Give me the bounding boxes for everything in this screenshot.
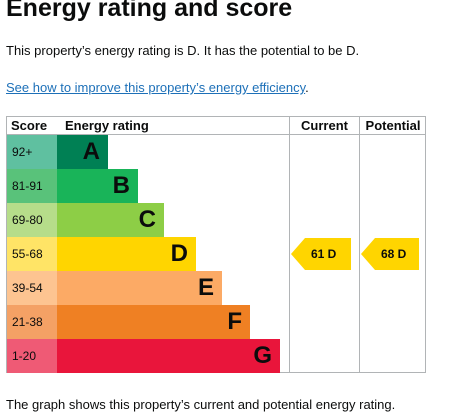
energy-rating-column-header: Energy rating [59, 117, 289, 135]
band-letter: A [82, 138, 100, 165]
current-column-header: Current [289, 117, 359, 135]
score-column-header: Score [7, 117, 59, 135]
band-bar: B [57, 169, 138, 203]
band-score: 21-38 [7, 305, 57, 339]
page-title: Energy rating and score [6, 0, 293, 22]
potential-column-divider [359, 135, 360, 372]
band-bar: D [57, 237, 196, 271]
band-score: 92+ [7, 135, 57, 169]
band-score: 69-80 [7, 203, 57, 237]
band-bar: G [57, 339, 280, 373]
band-score: 55-68 [7, 237, 57, 271]
band-bar: A [57, 135, 108, 169]
link-suffix: . [305, 80, 309, 95]
current-column-divider [289, 135, 290, 372]
band-bar: C [57, 203, 164, 237]
band-bar: E [57, 271, 222, 305]
band-bar: F [57, 305, 250, 339]
rating-summary: This property’s energy rating is D. It h… [6, 43, 360, 58]
current-rating-arrow: 61 D [291, 238, 351, 270]
graph-caption: The graph shows this property’s current … [6, 397, 396, 412]
band-letter: B [112, 172, 130, 199]
band-letter: E [197, 274, 214, 301]
improve-efficiency-link[interactable]: See how to improve this property’s energ… [6, 80, 306, 95]
improve-link-line: See how to improve this property’s energ… [6, 79, 309, 97]
potential-rating-arrow: 68 D [361, 238, 419, 270]
band-score: 39-54 [7, 271, 57, 305]
band-score: 81-91 [7, 169, 57, 203]
potential-column-header: Potential [359, 117, 426, 135]
band-letter: C [138, 206, 156, 233]
band-letter: G [253, 342, 272, 369]
band-letter: D [170, 240, 188, 267]
band-letter: F [227, 308, 242, 335]
energy-rating-chart: Score Energy rating Current Potential 92… [6, 116, 426, 373]
band-score: 1-20 [7, 339, 57, 373]
